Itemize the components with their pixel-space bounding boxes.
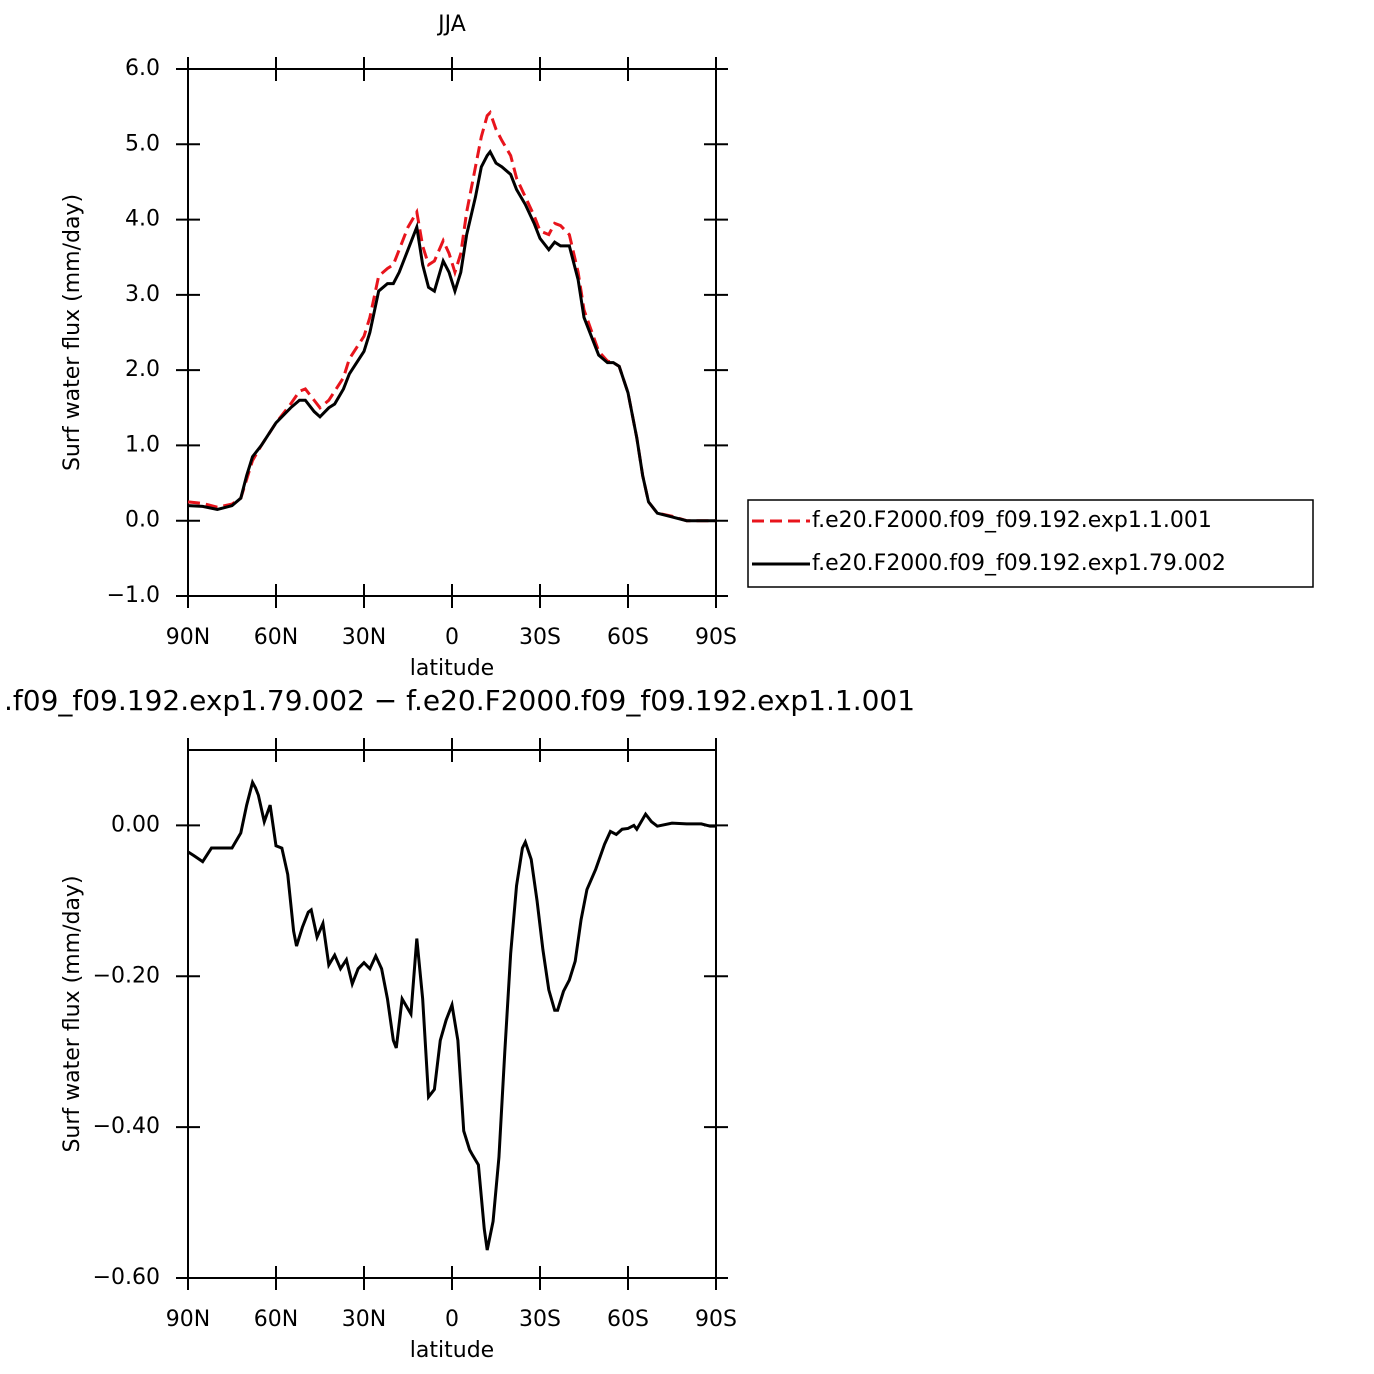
x-tick-label: 90S [695, 1307, 737, 1332]
x-tick-label: 90S [695, 625, 737, 650]
x-tick-label: 30N [342, 625, 386, 650]
x-tick-label: 60N [254, 1307, 298, 1332]
y-tick-label: −0.20 [93, 963, 160, 988]
data-line [187, 149, 716, 523]
y-tick-label: 5.0 [125, 131, 160, 156]
x-axis-label: latitude [410, 1338, 494, 1363]
x-tick-label: 60S [607, 625, 649, 650]
chart-title: JJA [436, 12, 466, 37]
x-tick-label: 60N [254, 625, 298, 650]
y-tick-label: 4.0 [125, 207, 160, 232]
y-tick-label: 0.0 [125, 508, 160, 533]
x-tick-label: 30S [519, 625, 561, 650]
x-tick-label: 0 [445, 1307, 459, 1332]
x-tick-label: 30S [519, 1307, 561, 1332]
y-tick-label: −0.60 [93, 1265, 160, 1290]
x-axis-label: latitude [410, 656, 494, 681]
x-tick-label: 60S [607, 1307, 649, 1332]
y-axis-label: Surf water flux (mm/day) [60, 875, 85, 1152]
y-tick-label: 1.0 [125, 432, 160, 457]
y-tick-label: 3.0 [125, 282, 160, 307]
y-tick-label: 6.0 [125, 56, 160, 81]
x-tick-label: 30N [342, 1307, 386, 1332]
x-tick-label: 0 [445, 625, 459, 650]
y-tick-label: 0.00 [111, 812, 160, 837]
legend-label: f.e20.F2000.f09_f09.192.exp1.1.001 [812, 508, 1212, 533]
data-line [187, 109, 716, 523]
x-tick-label: 90N [166, 1307, 210, 1332]
data-line [187, 778, 716, 1251]
y-axis-label: Surf water flux (mm/day) [60, 194, 85, 471]
y-tick-label: −0.40 [93, 1114, 160, 1139]
plot-frame [187, 68, 717, 597]
legend-box [747, 499, 1314, 588]
y-tick-label: 2.0 [125, 357, 160, 382]
chart-title: .f09_f09.192.exp1.79.002 − f.e20.F2000.f… [4, 684, 915, 717]
y-tick-label: −1.0 [107, 583, 160, 608]
x-tick-label: 90N [166, 625, 210, 650]
legend-label: f.e20.F2000.f09_f09.192.exp1.79.002 [812, 551, 1226, 576]
